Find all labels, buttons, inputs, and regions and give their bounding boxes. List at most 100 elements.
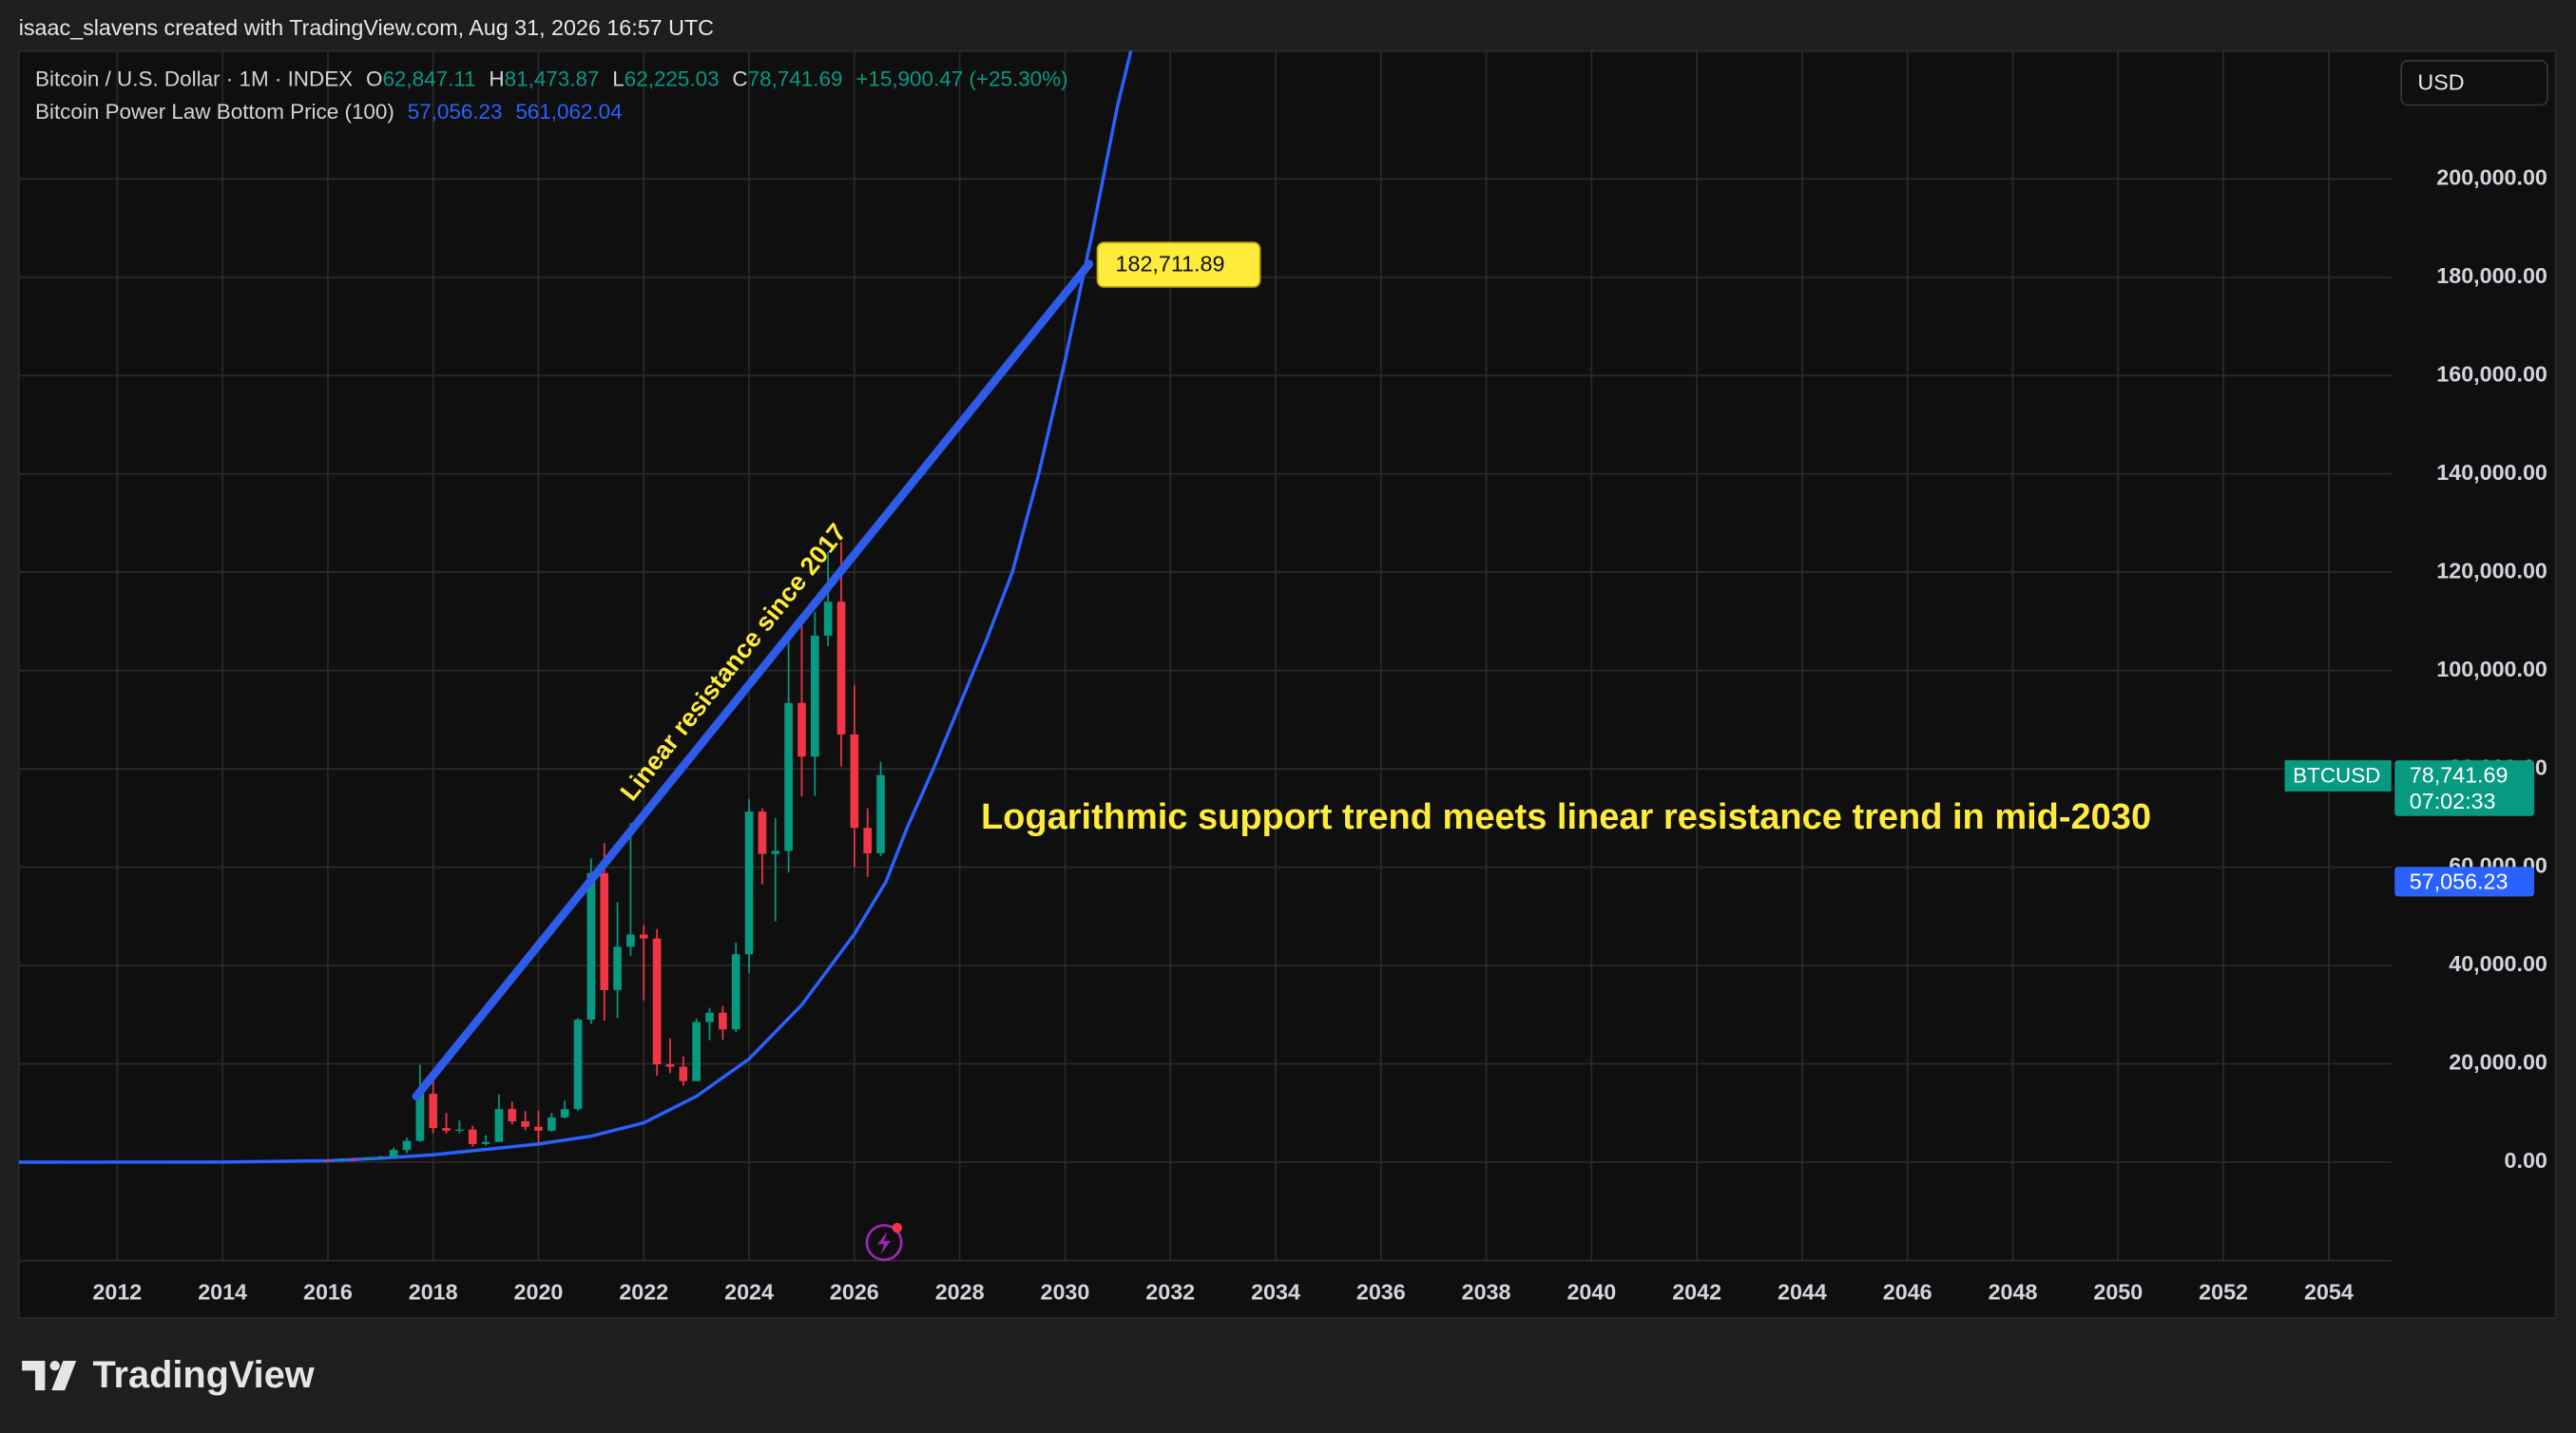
candle-body: [692, 1022, 701, 1081]
candle-body: [350, 1158, 358, 1160]
y-tick-label: 120,000.00: [2436, 558, 2547, 583]
candle-body: [481, 1141, 490, 1144]
x-tick-label: 2038: [1462, 1279, 1511, 1304]
candle-body: [586, 872, 596, 1020]
power-law-curve: [18, 50, 1133, 1164]
candle-body: [429, 1094, 438, 1129]
candle-body: [548, 1117, 556, 1131]
brand: TradingView: [92, 1354, 314, 1396]
candle-body: [626, 934, 635, 947]
candle-body: [534, 1126, 543, 1131]
x-tick-label: 2050: [2093, 1279, 2143, 1304]
y-tick-label: 160,000.00: [2436, 361, 2547, 386]
candle-body: [442, 1128, 451, 1131]
candle-body: [336, 1158, 346, 1160]
open: 62,847.11: [382, 67, 475, 91]
annotation: Logarithmic support trend meets linear r…: [981, 797, 2151, 837]
h-label: H: [489, 67, 504, 91]
indicator-name: Bitcoin Power Law Bottom Price (100): [35, 100, 394, 124]
trend-line: [412, 259, 1094, 1100]
x-tick-label: 2022: [619, 1279, 668, 1304]
candle-body: [810, 635, 819, 757]
candle-body: [639, 934, 648, 939]
symbol-tag-box: [2284, 760, 2392, 792]
x-tick-label: 2032: [1145, 1279, 1195, 1304]
x-tick-label: 2034: [1251, 1279, 1300, 1304]
legend-main: Bitcoin / U.S. Dollar · 1M · INDEX O62,84…: [35, 67, 1068, 91]
candle-body: [402, 1140, 412, 1151]
symbol: Bitcoin / U.S. Dollar · 1M · INDEX: [35, 67, 353, 91]
candle-body: [744, 812, 754, 955]
candle-body: [665, 1064, 675, 1067]
plot-area: [18, 50, 1133, 1164]
attribution: isaac_slavens created with TradingView.c…: [19, 15, 714, 40]
x-tick-label: 2012: [92, 1279, 142, 1304]
currency[interactable]: USD: [2417, 69, 2464, 94]
candle-body: [876, 774, 885, 853]
candle-body: [771, 850, 780, 854]
x-tick-label: 2052: [2199, 1279, 2248, 1304]
candle-body: [798, 702, 806, 757]
x-tick-label: 2030: [1041, 1279, 1090, 1304]
candle-body: [836, 602, 846, 735]
candle-body: [494, 1109, 504, 1142]
high: 81,473.87: [505, 67, 600, 91]
x-tick-label: 2020: [514, 1279, 564, 1304]
candle-body: [415, 1094, 425, 1141]
candle-body: [375, 1156, 385, 1158]
price-tag-box: [2394, 867, 2535, 897]
candle-body: [823, 602, 833, 636]
candle-body: [784, 702, 793, 851]
countdown: 07:02:33: [2410, 789, 2496, 813]
x-tick-label: 2048: [1989, 1279, 2038, 1304]
candle-body: [323, 1159, 333, 1162]
overlay: 0.0020,000.0040,000.0060,000.0080,000.00…: [92, 164, 2547, 1304]
x-tick-label: 2026: [830, 1279, 879, 1304]
x-tick-label: 2024: [724, 1279, 774, 1304]
y-tick-label: 200,000.00: [2436, 164, 2547, 189]
x-tick-label: 2042: [1672, 1279, 1721, 1304]
x-tick-label: 2046: [1883, 1279, 1932, 1304]
indicator-value: 561,062.04: [515, 100, 622, 124]
candle-body: [850, 734, 859, 829]
c-label: C: [732, 67, 747, 91]
x-tick-label: 2016: [303, 1279, 353, 1304]
x-tick-label: 2054: [2304, 1279, 2354, 1304]
candle-body: [389, 1150, 398, 1157]
candle-body: [560, 1109, 569, 1118]
x-tick-label: 2044: [1778, 1279, 1827, 1304]
close: 78,741.69: [748, 67, 843, 91]
o-label: O: [366, 67, 382, 91]
candle-body: [573, 1019, 583, 1110]
candle-body: [613, 946, 622, 990]
candle-body: [652, 938, 662, 1065]
x-tick-label: 2040: [1567, 1279, 1616, 1304]
x-tick-label: 2036: [1356, 1279, 1406, 1304]
y-tick-label: 0.00: [2505, 1148, 2547, 1173]
candle-body: [521, 1121, 529, 1127]
l-label: L: [612, 67, 624, 91]
currency-button[interactable]: [2400, 60, 2548, 106]
brand-logo: [22, 1360, 77, 1391]
candle-body: [468, 1129, 477, 1144]
chart-panel: [17, 49, 2557, 1319]
indicator-value: 57,056.23: [408, 100, 503, 124]
y-tick-label: 100,000.00: [2436, 657, 2547, 681]
candle-body: [758, 812, 767, 854]
candle-body: [508, 1109, 517, 1122]
price-tag: 57,056.23: [2410, 869, 2509, 894]
candle-body: [679, 1066, 688, 1081]
lightning-icon[interactable]: [865, 1222, 903, 1262]
y-tick-label: 180,000.00: [2436, 263, 2547, 288]
y-tick-label: 140,000.00: [2436, 460, 2547, 485]
candle-body: [731, 954, 740, 1030]
price-tag: 78,741.69: [2410, 763, 2509, 788]
price-label: 182,711.89: [1116, 252, 1225, 277]
price-tag-box: [2394, 760, 2535, 816]
change: +15,900.47 (+25.30%): [855, 67, 1067, 91]
y-tick-label: 20,000.00: [2449, 1050, 2547, 1075]
symbol-tag: BTCUSD: [2293, 763, 2380, 787]
x-tick-label: 2018: [409, 1279, 458, 1304]
